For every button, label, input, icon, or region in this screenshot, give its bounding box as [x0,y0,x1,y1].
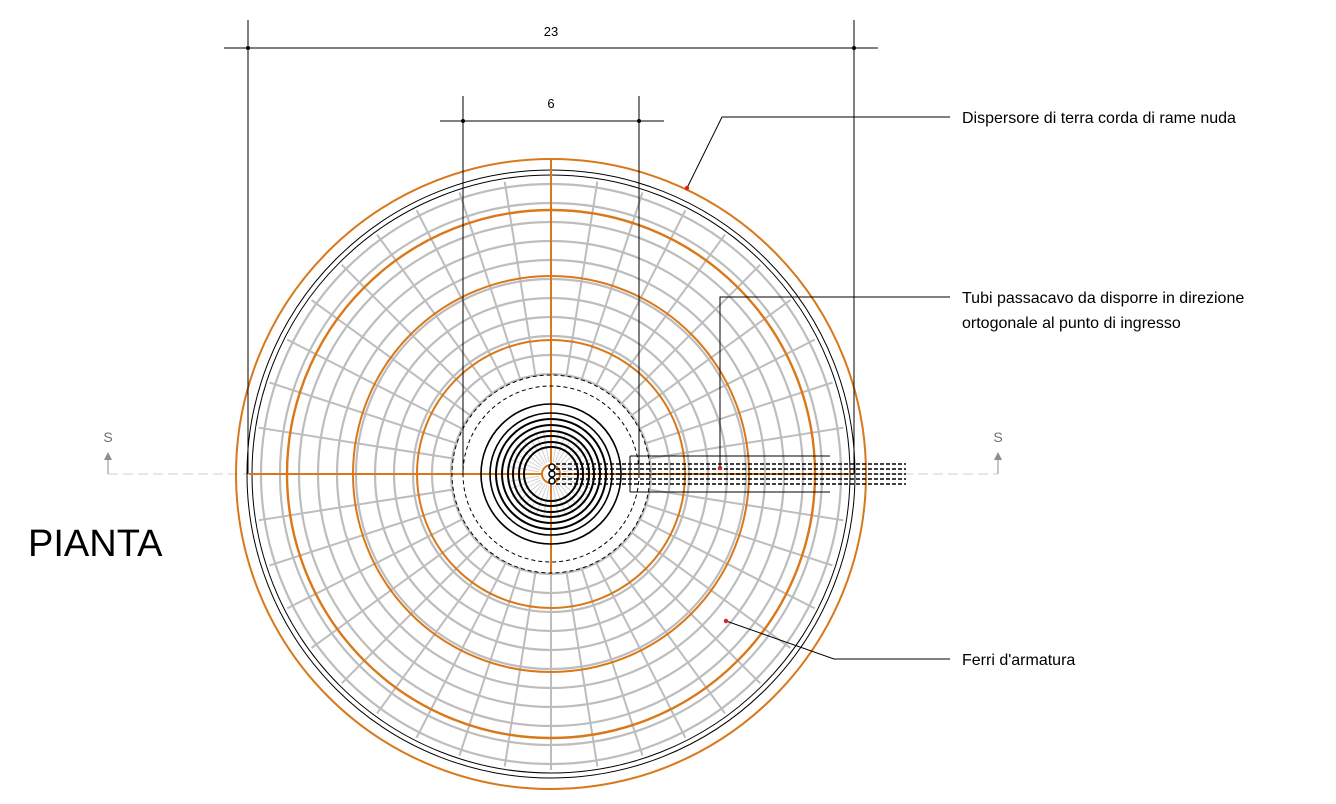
mesh-spoke [559,481,586,504]
mesh-spoke [559,444,586,467]
callout-conduits [717,296,950,471]
mesh-spoke [558,482,581,509]
mesh-spoke [528,484,546,514]
mesh-spoke [516,444,543,467]
mesh-spoke [506,475,540,483]
callout-dot-icon [684,185,690,191]
section-arrow-right-icon [994,452,1002,460]
callout-ground-rod [684,116,950,191]
mesh-spoke [542,429,550,463]
mesh-spoke [508,458,540,471]
mesh-spoke [554,485,567,517]
mesh-spoke [506,465,540,473]
dimension-outer-label: 23 [544,24,558,39]
mesh-spoke [556,434,574,464]
callout-ground-rod-label: Dispersore di terra corda di rame nuda [962,110,1236,127]
page-title: PIANTA [28,523,163,565]
section-arrow-left-icon [104,452,112,460]
mesh-spoke [511,479,541,497]
mesh-spoke [558,439,581,466]
callout-dot-icon [723,618,729,624]
dimension-inner-label: 6 [547,96,554,111]
mesh-spoke [521,439,544,466]
mesh-spoke [535,431,548,463]
callout-dot-icon [717,465,723,471]
foundation-geometry [235,158,867,790]
mesh-spoke [554,431,567,463]
mesh-spoke [521,482,544,509]
mesh-spoke [528,434,546,464]
shaft-ring [480,403,622,545]
mesh-spoke [562,465,596,473]
mesh-spoke [561,479,591,497]
mesh-spoke [516,481,543,504]
mesh-spoke [552,485,560,519]
section-marker-right: S [993,429,1002,445]
mesh-spoke [561,451,591,469]
dimension-outer: 23 [224,20,878,474]
section-marker-left: S [103,429,112,445]
dimension-inner: 6 [440,96,664,474]
mesh-spoke [556,484,574,514]
mesh-spoke [552,429,560,463]
callout-conduits-label-line1: Tubi passacavo da disporre in direzione [962,290,1244,307]
mesh-spoke [508,477,540,490]
mesh-spoke [511,451,541,469]
callout-rebar [723,618,950,660]
callout-rebar-label: Ferri d'armatura [962,652,1075,669]
callout-conduits-label-line2: ortogonale al punto di ingresso [962,315,1181,332]
mesh-spoke [562,475,596,483]
mesh-spoke [542,485,550,519]
cable-conduits [548,455,906,493]
mesh-spoke [535,485,548,517]
